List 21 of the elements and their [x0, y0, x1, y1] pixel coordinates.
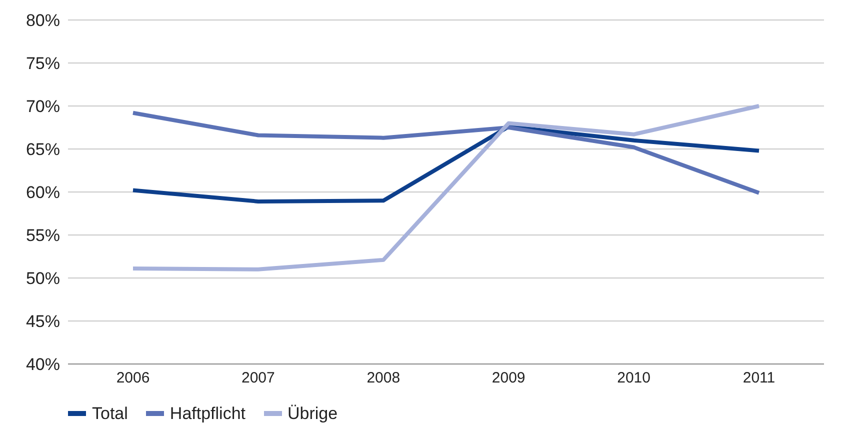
x-tick-label: 2008: [366, 370, 400, 387]
y-tick-label: 50%: [26, 269, 60, 288]
x-tick-label: 2009: [492, 370, 526, 387]
x-tick-label: 2011: [742, 370, 776, 387]
x-tick-label: 2006: [116, 370, 150, 387]
legend-label: Haftpflicht: [170, 404, 246, 424]
y-tick-label: 60%: [26, 183, 60, 202]
line-series: [131, 104, 761, 272]
y-tick-label: 80%: [26, 11, 60, 30]
legend-label: Übrige: [288, 404, 338, 424]
y-tick-label: 40%: [26, 355, 60, 374]
y-tick-label: 75%: [26, 54, 60, 74]
x-tick-label: 2007: [242, 370, 275, 387]
legend-label: Total: [92, 404, 128, 424]
y-tick-label: 70%: [26, 97, 60, 116]
y-tick-label: 55%: [26, 226, 60, 246]
line-series: [131, 110, 761, 195]
y-tick-label: 65%: [26, 140, 60, 160]
x-tick-label: 2010: [617, 370, 650, 387]
y-tick-label: 45%: [26, 312, 60, 332]
line-series: [131, 124, 761, 204]
